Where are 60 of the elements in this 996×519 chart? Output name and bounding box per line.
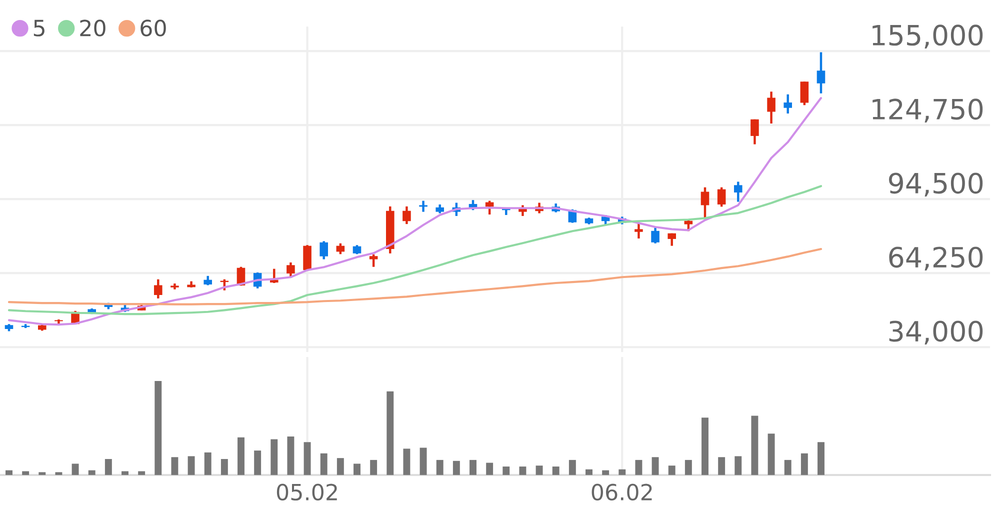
bar	[6, 470, 12, 475]
bar	[320, 453, 328, 475]
bar	[768, 434, 775, 475]
bar	[336, 458, 344, 475]
bar	[519, 466, 526, 475]
bar	[718, 457, 726, 475]
bar	[536, 466, 543, 475]
bar	[204, 452, 212, 475]
legend-label: 20	[80, 20, 106, 36]
y-tick-label: 155,000	[872, 24, 983, 49]
bar	[370, 460, 378, 475]
bar	[652, 457, 659, 475]
bar	[751, 416, 758, 475]
bar	[154, 380, 162, 475]
bar	[254, 450, 262, 475]
bar	[702, 418, 708, 475]
bar	[220, 459, 228, 475]
bar	[635, 460, 642, 475]
bar	[602, 470, 610, 475]
bar	[138, 471, 146, 475]
bar	[304, 442, 311, 475]
bar	[55, 472, 62, 475]
y-tick-label: 64,250	[889, 246, 983, 271]
bar	[586, 469, 592, 475]
bar	[171, 457, 178, 475]
bar	[420, 448, 427, 475]
bar	[552, 466, 560, 475]
bar	[88, 470, 96, 475]
bar	[38, 472, 46, 475]
bar	[354, 464, 360, 475]
bar	[818, 442, 824, 475]
bar	[287, 436, 294, 475]
bar	[386, 391, 394, 475]
y-tick-label: 124,750	[872, 98, 983, 123]
bar	[122, 471, 128, 475]
y-tick-label: 34,000	[889, 320, 983, 345]
bar	[470, 460, 476, 475]
bar	[800, 453, 808, 475]
y-tick-label: 94,500	[888, 172, 983, 197]
legend-label: 60	[140, 20, 166, 36]
bar	[684, 460, 692, 475]
bar	[403, 448, 410, 475]
bar	[734, 456, 742, 475]
bar	[436, 460, 444, 475]
bar	[238, 437, 244, 475]
bar	[72, 464, 79, 475]
legend-label: 5	[34, 20, 44, 36]
bar	[486, 462, 494, 475]
bar	[568, 460, 576, 475]
bar	[668, 466, 676, 475]
bar	[452, 460, 460, 475]
bar	[502, 466, 510, 475]
bar	[618, 469, 626, 475]
x-tick-label: 05.02	[276, 484, 337, 501]
x-tick-label: 06.02	[592, 484, 652, 501]
bar	[188, 456, 195, 475]
bar	[22, 471, 30, 475]
bar	[270, 439, 278, 475]
bar	[104, 459, 112, 475]
bar	[784, 460, 792, 475]
